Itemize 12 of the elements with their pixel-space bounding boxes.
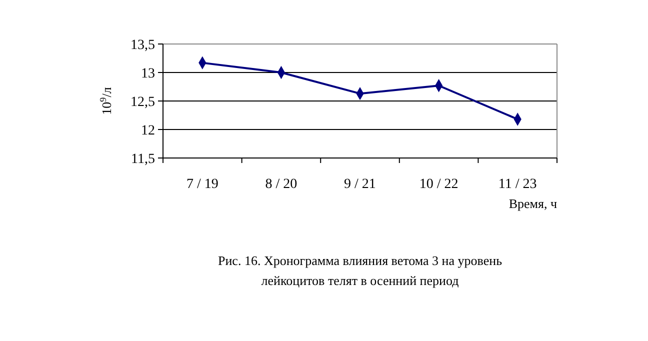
x-axis-title: Время, ч xyxy=(508,196,558,211)
x-tick-label: 9 / 21 xyxy=(344,177,376,192)
y-tick-label: 12 xyxy=(141,123,155,138)
y-tick-label: 13 xyxy=(141,66,155,82)
x-tick-label: 8 / 20 xyxy=(265,177,298,192)
x-tick-label: 7 / 19 xyxy=(186,177,218,192)
y-tick-label: 13,5 xyxy=(130,38,155,53)
y-tick-label: 11,5 xyxy=(131,152,155,167)
x-tick-label: 10 / 22 xyxy=(419,177,458,192)
text: Рис. 16. Хронограмма влияния ветома 3 на уровень лейкоцитов телят в осенний период xyxy=(218,253,502,288)
y-tick-label: 12,5 xyxy=(130,94,155,110)
x-tick-label: 11 / 23 xyxy=(498,177,537,192)
